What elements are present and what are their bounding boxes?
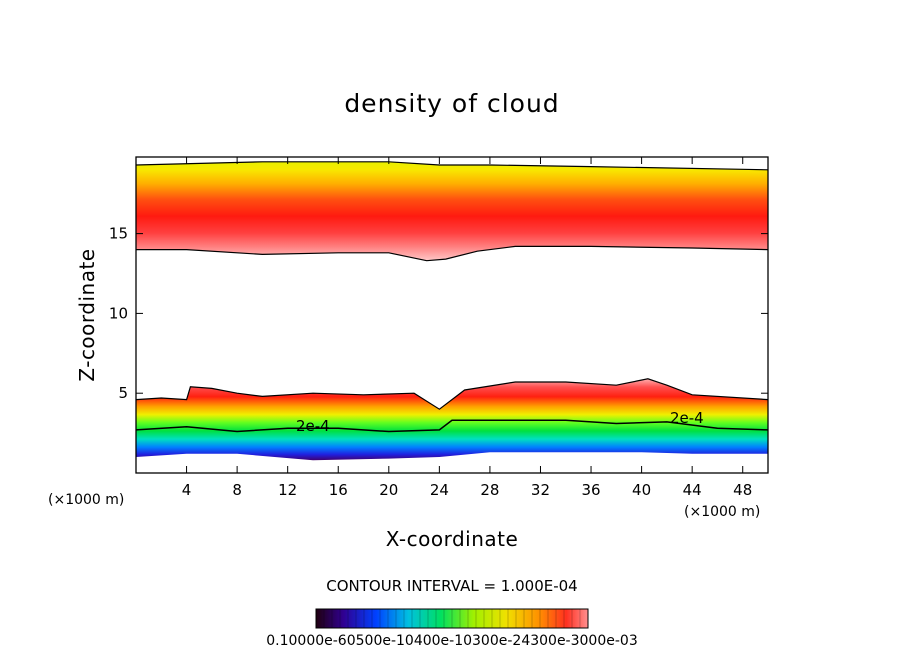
x-tick-label: 24 xyxy=(430,481,449,499)
lower-cloud-layer xyxy=(136,378,768,461)
upper-top-contour xyxy=(136,161,768,171)
x-unit-right: (×1000 m) xyxy=(684,504,760,520)
x-tick-label: 20 xyxy=(379,481,398,499)
contour-label: 2e-4 xyxy=(296,417,330,435)
x-tick-label: 44 xyxy=(683,481,702,499)
x-tick-label: 16 xyxy=(329,481,348,499)
x-axis-ticks: 4 8 12 16 20 24 28 32 36 40 44 48 xyxy=(182,157,752,499)
contour-label: 2e-4 xyxy=(670,409,704,427)
x-tick-label: 12 xyxy=(278,481,297,499)
x-tick-label: 8 xyxy=(232,481,242,499)
colorbar-divisions xyxy=(323,609,581,628)
upper-base-contour xyxy=(136,245,768,262)
x-tick-label: 40 xyxy=(632,481,651,499)
chart-title: density of cloud xyxy=(344,89,559,118)
colorbar-labels: 0.10000e-60500e-10400e-10300e-24300e-300… xyxy=(266,633,637,649)
x-tick-label: 4 xyxy=(182,481,192,499)
x-tick-label: 36 xyxy=(581,481,600,499)
colorbar xyxy=(315,608,589,629)
x-unit-left: (×1000 m) xyxy=(48,492,124,508)
y-axis-title: Z-coordinate xyxy=(75,248,99,381)
x-tick-label: 28 xyxy=(480,481,499,499)
contour-interval-label: CONTOUR INTERVAL = 1.000E-04 xyxy=(326,577,577,595)
lower-top-contour xyxy=(136,378,768,410)
x-tick-label: 48 xyxy=(733,481,752,499)
plot-frame xyxy=(135,156,769,474)
upper-cloud-layer xyxy=(136,161,768,261)
x-tick-label: 32 xyxy=(531,481,550,499)
y-tick-label: 5 xyxy=(118,384,128,402)
contour-2e-4 xyxy=(136,419,768,433)
y-tick-label: 15 xyxy=(109,225,128,243)
y-axis-ticks: 5 10 15 xyxy=(109,225,768,402)
plot-area xyxy=(136,157,768,473)
y-tick-label: 10 xyxy=(109,304,128,322)
x-axis-title: X-coordinate xyxy=(386,527,519,551)
